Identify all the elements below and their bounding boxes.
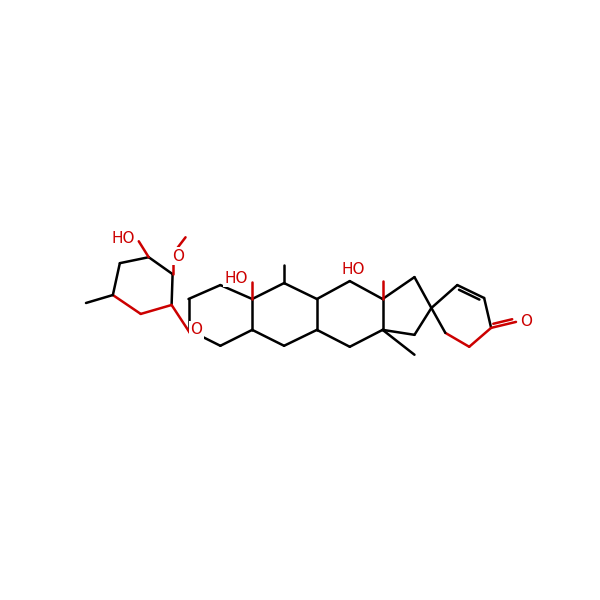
Text: HO: HO — [225, 271, 248, 286]
Text: HO: HO — [341, 262, 365, 277]
Text: O: O — [520, 314, 532, 329]
Text: O: O — [173, 249, 185, 264]
Text: O: O — [190, 322, 202, 337]
Text: HO: HO — [111, 231, 135, 246]
